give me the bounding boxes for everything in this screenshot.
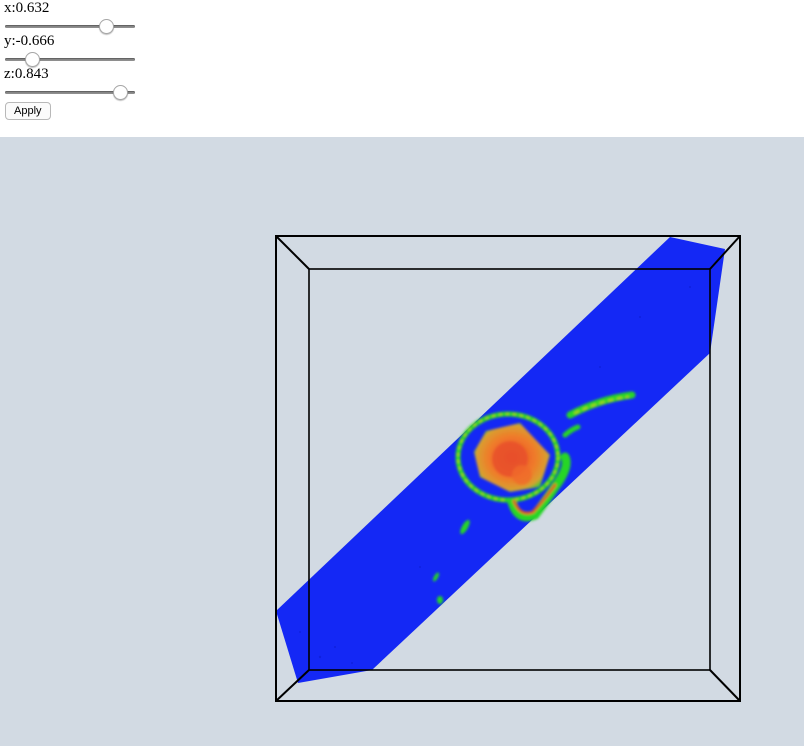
y-label: y:-0.666	[4, 33, 55, 49]
x-slider-thumb[interactable]	[99, 19, 114, 34]
volume-render[interactable]	[0, 137, 804, 746]
controls-panel: x:0.632 y:-0.666 z:0.843 Apply	[0, 0, 804, 137]
x-slider-track[interactable]	[5, 25, 135, 28]
x-label: x:0.632	[4, 0, 50, 16]
y-slider-thumb[interactable]	[25, 52, 40, 67]
slice-speckles	[299, 286, 691, 664]
y-slider[interactable]	[5, 52, 135, 67]
hot-core	[474, 423, 550, 492]
z-label: z:0.843	[4, 66, 49, 82]
green-features	[432, 391, 636, 604]
y-slider-track[interactable]	[5, 58, 135, 61]
apply-button[interactable]: Apply	[5, 102, 51, 120]
x-slider[interactable]	[5, 19, 135, 34]
z-slider-track[interactable]	[5, 91, 135, 94]
z-slider[interactable]	[5, 85, 135, 100]
bounding-box	[275, 235, 741, 702]
z-slider-thumb[interactable]	[113, 85, 128, 100]
3d-viewport[interactable]	[0, 137, 804, 746]
